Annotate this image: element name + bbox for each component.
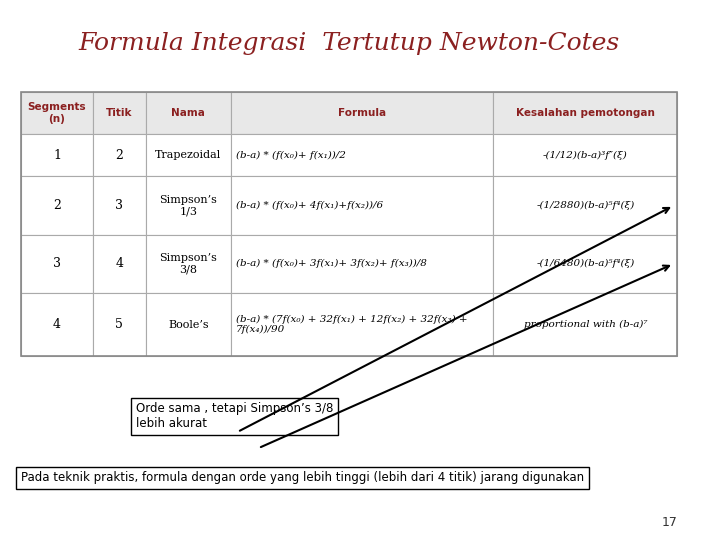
FancyBboxPatch shape: [93, 235, 145, 293]
Text: Formula: Formula: [338, 108, 386, 118]
FancyBboxPatch shape: [93, 177, 145, 235]
Text: 1: 1: [53, 149, 61, 162]
Text: Pada teknik praktis, formula dengan orde yang lebih tinggi (lebih dari 4 titik) : Pada teknik praktis, formula dengan orde…: [21, 471, 584, 484]
Text: 4: 4: [53, 318, 61, 331]
FancyBboxPatch shape: [231, 92, 493, 134]
Text: 4: 4: [115, 257, 123, 271]
FancyBboxPatch shape: [493, 92, 678, 134]
FancyBboxPatch shape: [145, 235, 231, 293]
FancyBboxPatch shape: [231, 293, 493, 356]
Text: Formula Integrasi  Tertutup Newton-Cotes: Formula Integrasi Tertutup Newton-Cotes: [78, 32, 620, 56]
Text: 3: 3: [115, 199, 123, 212]
Text: Trapezoidal: Trapezoidal: [156, 150, 222, 160]
Text: 5: 5: [115, 318, 123, 331]
FancyBboxPatch shape: [493, 134, 678, 177]
Text: proportional with (b-a)⁷: proportional with (b-a)⁷: [523, 320, 647, 329]
FancyBboxPatch shape: [93, 134, 145, 177]
Text: Segments
(n): Segments (n): [28, 102, 86, 124]
Text: Simpson’s
1/3: Simpson’s 1/3: [159, 195, 217, 217]
Text: 2: 2: [115, 149, 123, 162]
Text: Titik: Titik: [106, 108, 132, 118]
FancyBboxPatch shape: [21, 235, 93, 293]
Text: -(1/2880)(b-a)⁵f⁴(ξ): -(1/2880)(b-a)⁵f⁴(ξ): [536, 201, 634, 210]
FancyBboxPatch shape: [493, 177, 678, 235]
FancyBboxPatch shape: [21, 293, 93, 356]
Text: (b-a) * (f(x₀)+ f(x₁))/2: (b-a) * (f(x₀)+ f(x₁))/2: [236, 151, 346, 160]
FancyBboxPatch shape: [145, 177, 231, 235]
FancyBboxPatch shape: [145, 293, 231, 356]
FancyBboxPatch shape: [145, 134, 231, 177]
FancyBboxPatch shape: [21, 177, 93, 235]
FancyBboxPatch shape: [231, 235, 493, 293]
Text: 2: 2: [53, 199, 61, 212]
FancyBboxPatch shape: [231, 177, 493, 235]
Text: Boole’s: Boole’s: [168, 320, 209, 329]
Text: 17: 17: [661, 516, 678, 529]
Text: Kesalahan pemotongan: Kesalahan pemotongan: [516, 108, 654, 118]
FancyBboxPatch shape: [21, 134, 93, 177]
FancyBboxPatch shape: [145, 92, 231, 134]
Text: (b-a) * (f(x₀)+ 3f(x₁)+ 3f(x₂)+ f(x₃))/8: (b-a) * (f(x₀)+ 3f(x₁)+ 3f(x₂)+ f(x₃))/8: [236, 259, 427, 268]
Text: Nama: Nama: [171, 108, 205, 118]
FancyBboxPatch shape: [493, 293, 678, 356]
FancyBboxPatch shape: [21, 92, 93, 134]
Text: Orde sama , tetapi Simpson’s 3/8
lebih akurat: Orde sama , tetapi Simpson’s 3/8 lebih a…: [136, 402, 333, 430]
Text: -(1/12)(b-a)³f″(ξ): -(1/12)(b-a)³f″(ξ): [543, 151, 628, 160]
Text: -(1/6480)(b-a)⁵f⁴(ξ): -(1/6480)(b-a)⁵f⁴(ξ): [536, 259, 634, 268]
FancyBboxPatch shape: [231, 134, 493, 177]
FancyBboxPatch shape: [93, 293, 145, 356]
FancyBboxPatch shape: [493, 235, 678, 293]
Text: 3: 3: [53, 257, 61, 271]
Text: Simpson’s
3/8: Simpson’s 3/8: [159, 253, 217, 275]
FancyBboxPatch shape: [93, 92, 145, 134]
Text: (b-a) * (7f(x₀) + 32f(x₁) + 12f(x₂) + 32f(x₃) +
7f(x₄))/90: (b-a) * (7f(x₀) + 32f(x₁) + 12f(x₂) + 32…: [236, 315, 467, 334]
Text: (b-a) * (f(x₀)+ 4f(x₁)+f(x₂))/6: (b-a) * (f(x₀)+ 4f(x₁)+f(x₂))/6: [236, 201, 383, 210]
